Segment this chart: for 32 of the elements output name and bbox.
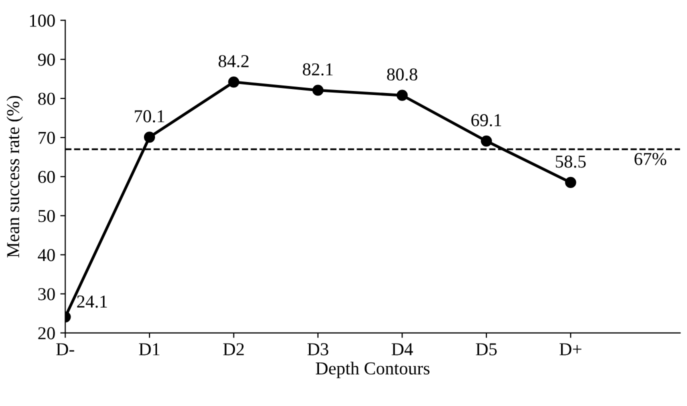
- data-label: 84.2: [218, 55, 249, 68]
- point: [312, 84, 324, 96]
- y-tick-label: 90: [38, 54, 55, 66]
- y-tick-label: 20: [38, 327, 55, 340]
- data-label: 24.1: [77, 296, 107, 308]
- point: [228, 76, 240, 88]
- y-tick-label: 80: [38, 92, 55, 105]
- point: [396, 90, 408, 101]
- data-label: 70.1: [134, 110, 164, 122]
- x-axis-title: Depth Contours: [316, 362, 430, 378]
- x-tick-label: D+: [560, 343, 582, 356]
- x-tick-label: D3: [307, 343, 328, 356]
- y-tick-label: 70: [38, 132, 55, 144]
- x-tick-label: D-: [56, 343, 74, 356]
- data-label: 58.5: [556, 156, 586, 168]
- y-tick-label: 30: [38, 288, 55, 300]
- data-label: 82.1: [302, 63, 333, 76]
- data-label: 80.8: [387, 68, 418, 81]
- x-tick-label: D5: [476, 343, 497, 356]
- x-tick-label: D1: [138, 343, 160, 356]
- x-tick-label: D2: [223, 343, 244, 356]
- y-tick-label: 60: [38, 170, 55, 184]
- y-tick-label: 40: [38, 249, 55, 262]
- point: [144, 132, 156, 143]
- data-label: 69.1: [471, 114, 502, 126]
- y-axis-title: Mean success rate (%): [6, 96, 23, 258]
- point: [565, 176, 576, 188]
- y-tick-label: 50: [38, 210, 55, 222]
- ref-line-label: 67%: [634, 152, 666, 166]
- x-tick-label: D4: [392, 343, 413, 356]
- point: [480, 135, 492, 147]
- y-tick-label: 100: [30, 14, 55, 27]
